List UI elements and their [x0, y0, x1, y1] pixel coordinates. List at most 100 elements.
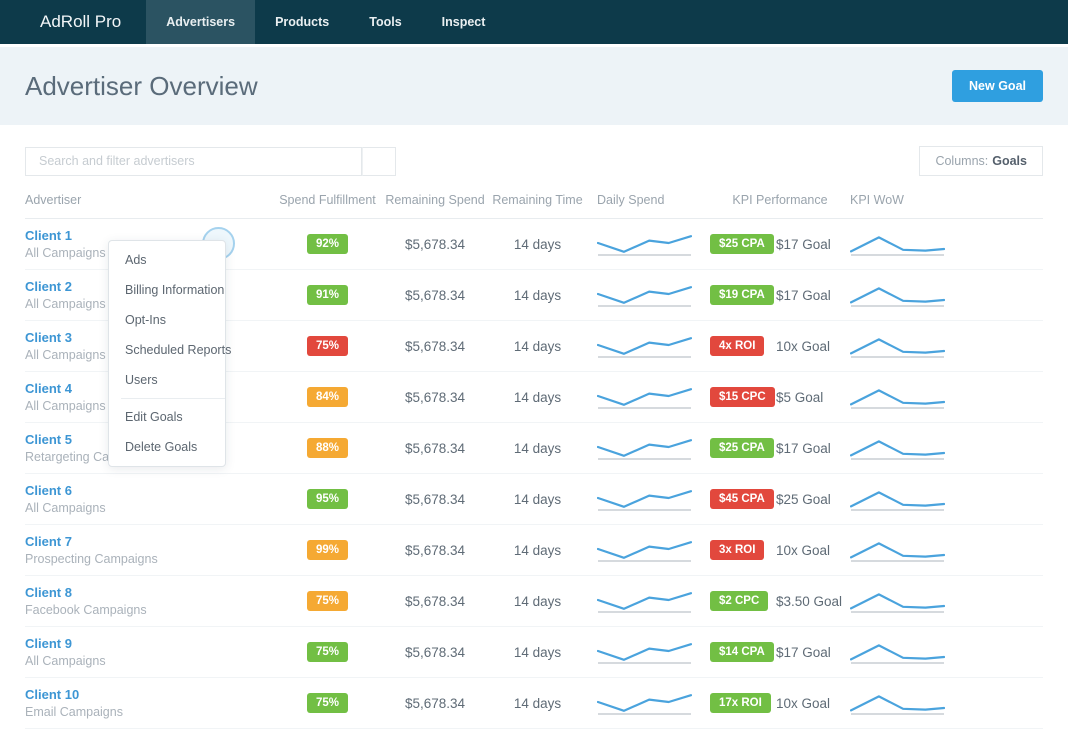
kpi-badge: 4x ROI: [710, 336, 765, 356]
remaining-time-value: 14 days: [513, 236, 562, 252]
spend-fulfillment-cell: 75%: [275, 591, 380, 611]
kpi-wow-sparkline: [850, 287, 945, 307]
column-header-kpi-wow[interactable]: KPI WoW: [850, 193, 904, 207]
remaining-spend-value: $5,678.34: [404, 695, 466, 711]
remaining-spend-value: $5,678.34: [404, 542, 466, 558]
kpi-wow-cell: [850, 587, 1043, 615]
kpi-badge: $45 CPA: [710, 489, 774, 509]
kpi-performance-cell: $19 CPA $17 Goal: [710, 285, 850, 305]
advertiser-cell: Client 10 Email Campaigns: [25, 687, 275, 719]
spend-fulfillment-cell: 91%: [275, 285, 380, 305]
fulfillment-badge: 95%: [306, 489, 349, 509]
nav-item-products[interactable]: Products: [275, 15, 330, 29]
kpi-wow-cell: [850, 434, 1043, 462]
daily-spend-sparkline: [597, 439, 692, 460]
kpi-wow-sparkline: [850, 644, 945, 664]
kpi-badge: $2 CPC: [710, 591, 769, 611]
daily-spend-sparkline: [597, 286, 692, 307]
column-header-spend-fulfillment[interactable]: Spend Fulfillment: [279, 193, 376, 207]
kpi-performance-cell: $2 CPC $3.50 Goal: [710, 591, 850, 611]
client-link[interactable]: Client 4: [25, 381, 72, 396]
kpi-badge: $25 CPA: [710, 438, 774, 458]
client-link[interactable]: Client 7: [25, 534, 72, 549]
remaining-time-value: 14 days: [513, 593, 562, 609]
client-campaign-type: All Campaigns: [25, 501, 106, 515]
nav-item-inspect[interactable]: Inspect: [441, 15, 486, 29]
column-header-remaining-time[interactable]: Remaining Time: [492, 193, 583, 207]
columns-selector[interactable]: Columns: Goals: [919, 146, 1043, 176]
advertiser-cell: Client 8 Facebook Campaigns: [25, 585, 275, 617]
menu-item-ads[interactable]: Ads: [125, 253, 147, 267]
menu-divider: [121, 398, 225, 399]
nav-item-tools[interactable]: Tools: [369, 15, 402, 29]
daily-spend-sparkline: [597, 235, 692, 256]
spend-fulfillment-cell: 84%: [275, 387, 380, 407]
spend-fulfillment-cell: 95%: [275, 489, 380, 509]
kpi-performance-cell: 3x ROI 10x Goal: [710, 540, 850, 560]
menu-item-users[interactable]: Users: [125, 373, 158, 387]
daily-spend-sparkline: [597, 694, 692, 715]
client-link[interactable]: Client 2: [25, 279, 72, 294]
menu-item-edit-goals[interactable]: Edit Goals: [125, 410, 183, 424]
kpi-badge: 3x ROI: [710, 540, 765, 560]
kpi-wow-cell: [850, 383, 1043, 411]
kpi-goal-value: 10x Goal: [776, 695, 831, 711]
kpi-wow-sparkline: [850, 491, 945, 511]
remaining-time-value: 14 days: [513, 644, 562, 660]
kpi-wow-cell: [850, 536, 1043, 564]
client-link[interactable]: Client 6: [25, 483, 72, 498]
kpi-goal-value: $17 Goal: [776, 287, 831, 303]
daily-spend-cell: [585, 485, 710, 513]
client-link[interactable]: Client 10: [25, 687, 80, 702]
client-campaign-type: All Campaigns: [25, 297, 106, 311]
client-link[interactable]: Client 5: [25, 432, 72, 447]
kpi-performance-cell: 4x ROI 10x Goal: [710, 336, 850, 356]
table-header-row: Advertiser Spend Fulfillment Remaining Spe…: [25, 176, 1043, 219]
client-campaign-type: Facebook Campaigns: [25, 603, 147, 617]
menu-item-opt-ins[interactable]: Opt-Ins: [125, 313, 166, 327]
menu-item-delete-goals[interactable]: Delete Goals: [125, 440, 198, 454]
kpi-badge: $14 CPA: [710, 642, 774, 662]
advertiser-cell: Client 3 All Campaigns: [25, 330, 275, 362]
columns-label: Columns:: [935, 154, 989, 168]
kpi-wow-sparkline: [850, 338, 945, 358]
column-header-daily-spend[interactable]: Daily Spend: [597, 193, 665, 207]
kpi-badge: $15 CPC: [710, 387, 775, 407]
kpi-wow-cell: [850, 638, 1043, 666]
context-menu: Ads Billing Information Opt-Ins Scheduled R…: [108, 240, 232, 467]
remaining-spend-value: $5,678.34: [404, 287, 466, 303]
daily-spend-sparkline: [597, 643, 692, 664]
fulfillment-badge: 84%: [306, 387, 349, 407]
daily-spend-cell: [585, 230, 710, 258]
menu-item-billing-information[interactable]: Billing Information: [125, 283, 225, 297]
column-header-remaining-spend[interactable]: Remaining Spend: [385, 193, 485, 207]
daily-spend-sparkline: [597, 337, 692, 358]
column-header-kpi-performance[interactable]: KPI Performance: [732, 193, 828, 207]
client-link[interactable]: Client 1: [25, 228, 72, 243]
client-campaign-type: All Campaigns: [25, 348, 106, 362]
brand-logo[interactable]: AdRoll Pro: [40, 12, 122, 31]
kpi-performance-cell: $15 CPC $5 Goal: [710, 387, 850, 407]
client-link[interactable]: Client 8: [25, 585, 72, 600]
daily-spend-cell: [585, 536, 710, 564]
kpi-wow-sparkline: [850, 593, 945, 613]
nav-item-advertisers[interactable]: Advertisers: [146, 0, 256, 44]
remaining-time-value: 14 days: [513, 491, 562, 507]
client-link[interactable]: Client 9: [25, 636, 72, 651]
daily-spend-cell: [585, 587, 710, 615]
advertiser-cell: Client 1 All Campaigns: [25, 228, 275, 260]
kpi-wow-sparkline: [850, 236, 945, 256]
advertiser-cell: Client 2 All Campaigns: [25, 279, 275, 311]
client-campaign-type: All Campaigns: [25, 246, 106, 260]
top-nav: AdRoll Pro Advertisers Products Tools Inspe…: [0, 0, 1068, 44]
new-goal-button[interactable]: New Goal: [952, 70, 1043, 102]
kpi-goal-value: $3.50 Goal: [776, 593, 843, 609]
table-row: Client 10 Email Campaigns 75% $5,678.34 …: [25, 678, 1043, 729]
menu-item-scheduled-reports[interactable]: Scheduled Reports: [125, 343, 232, 357]
column-header-advertiser[interactable]: Advertiser: [25, 193, 82, 207]
search-button[interactable]: [362, 146, 396, 176]
search-input[interactable]: [25, 146, 362, 176]
advertiser-cell: Client 4 All Campaigns: [25, 381, 275, 413]
client-link[interactable]: Client 3: [25, 330, 72, 345]
daily-spend-sparkline: [597, 592, 692, 613]
